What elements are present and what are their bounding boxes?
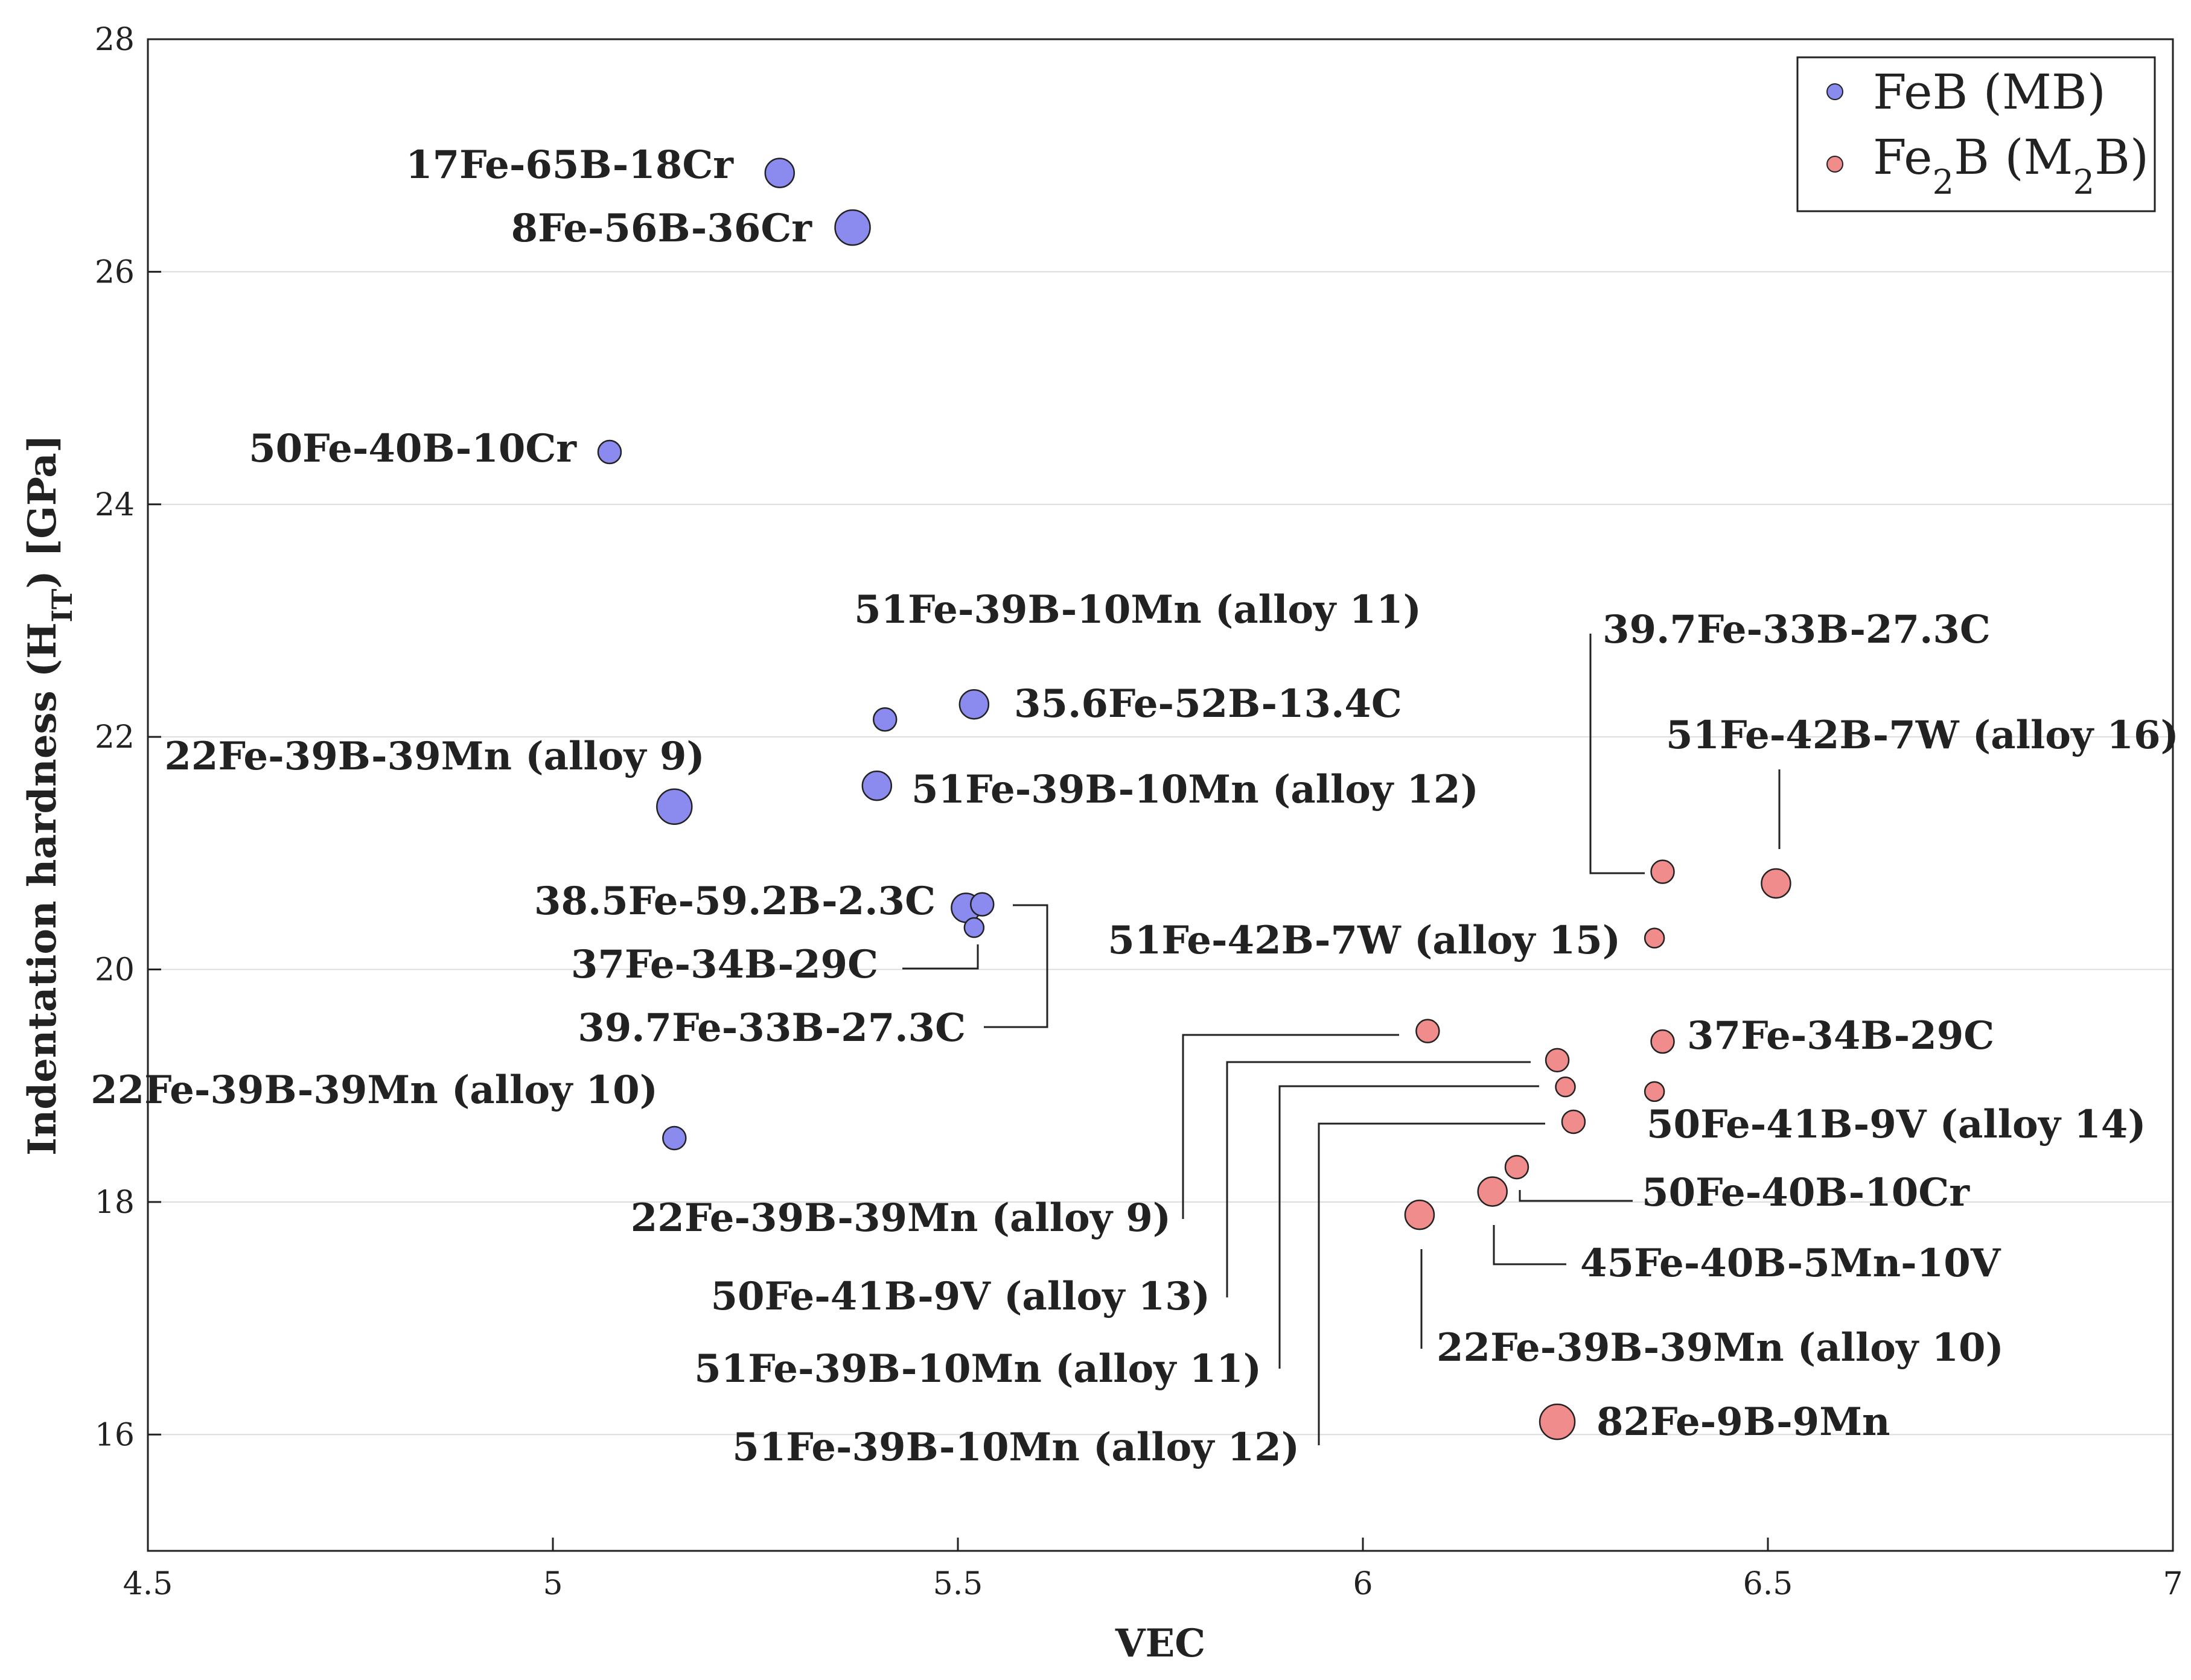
x-tick-label: 6.5 bbox=[1743, 1566, 1793, 1602]
legend-box bbox=[1796, 56, 2156, 212]
leader-line bbox=[1278, 1085, 1539, 1369]
data-label: 45Fe-40B-5Mn-10V bbox=[1580, 1241, 2001, 1286]
leader-line bbox=[1589, 634, 1645, 874]
data-label: 8Fe-56B-36Cr bbox=[511, 206, 813, 251]
x-tick-label: 5 bbox=[543, 1566, 563, 1602]
data-label: 50Fe-41B-9V (alloy 13) bbox=[710, 1274, 1210, 1319]
data-label: 22Fe-39B-39Mn (alloy 10) bbox=[91, 1068, 658, 1113]
data-points bbox=[597, 158, 1791, 1440]
leader-line bbox=[1318, 1122, 1545, 1445]
data-label: 51Fe-39B-10Mn (alloy 11) bbox=[854, 587, 1421, 632]
data-label: 37Fe-34B-29C bbox=[1687, 1013, 1994, 1058]
x-tick-label: 5.5 bbox=[933, 1566, 983, 1602]
data-point bbox=[970, 892, 995, 917]
data-label: 17Fe-65B-18Cr bbox=[406, 142, 734, 188]
legend-label-fe2b: Fe2B (M2B) bbox=[1873, 129, 2149, 202]
leader-line bbox=[1519, 1190, 1633, 1202]
x-axis-title: VEC bbox=[1115, 1621, 1205, 1666]
data-point bbox=[764, 158, 796, 188]
y-tick-label: 24 bbox=[95, 487, 135, 523]
data-label: 51Fe-39B-10Mn (alloy 12) bbox=[911, 767, 1479, 812]
data-point bbox=[656, 788, 693, 826]
data-point bbox=[662, 1125, 687, 1151]
data-point bbox=[1545, 1048, 1570, 1073]
data-label: 35.6Fe-52B-13.4C bbox=[1014, 681, 1402, 727]
y-tick-label: 18 bbox=[95, 1185, 135, 1221]
leader-line bbox=[1493, 1225, 1566, 1265]
x-tick-label: 4.5 bbox=[123, 1566, 173, 1602]
data-label: 22Fe-39B-39Mn (alloy 10) bbox=[1437, 1325, 2004, 1370]
data-label: 50Fe-41B-9V (alloy 14) bbox=[1647, 1102, 2146, 1147]
data-point bbox=[1404, 1199, 1435, 1230]
data-point bbox=[1504, 1154, 1529, 1180]
y-tick-label: 20 bbox=[95, 952, 135, 988]
y-tick-label: 16 bbox=[95, 1417, 135, 1453]
data-point bbox=[597, 439, 622, 465]
leader-line bbox=[1182, 1034, 1399, 1219]
data-label: 50Fe-40B-10Cr bbox=[1642, 1170, 1970, 1215]
data-label: 50Fe-40B-10Cr bbox=[249, 426, 577, 471]
y-tick-label: 22 bbox=[95, 719, 135, 756]
legend: FeB (MB) Fe2B (M2B) bbox=[1796, 56, 2156, 212]
data-label: 22Fe-39B-39Mn (alloy 9) bbox=[631, 1195, 1171, 1241]
leader-line bbox=[1226, 1061, 1531, 1297]
data-label: 39.7Fe-33B-27.3C bbox=[578, 1005, 966, 1051]
data-point bbox=[1561, 1109, 1586, 1134]
data-point bbox=[872, 707, 898, 732]
data-label: 51Fe-39B-10Mn (alloy 11) bbox=[694, 1346, 1261, 1392]
axis-ticks: 16 18 20 22 24 26 28 4.5 5 5.5 6 6.5 7 bbox=[95, 22, 2183, 1602]
y-axis-title: Indentation hardness (HIT) [GPa] bbox=[20, 434, 78, 1156]
data-point bbox=[963, 917, 985, 938]
data-label: 38.5Fe-59.2B-2.3C bbox=[534, 879, 936, 924]
data-point bbox=[958, 689, 990, 720]
y-axis-title-subscript: IT bbox=[46, 589, 78, 623]
data-point bbox=[861, 770, 893, 801]
data-label: 39.7Fe-33B-27.3C bbox=[1603, 607, 1991, 652]
y-axis-title-units: ) [GPa] bbox=[20, 434, 65, 589]
leader-line bbox=[902, 944, 979, 970]
legend-marker-fe2b bbox=[1826, 156, 1843, 173]
y-tick-label: 28 bbox=[95, 22, 135, 58]
data-point bbox=[1644, 1081, 1665, 1102]
y-axis-title-main: Indentation hardness (H bbox=[20, 622, 65, 1156]
data-point bbox=[1650, 859, 1675, 884]
data-label: 51Fe-39B-10Mn (alloy 12) bbox=[732, 1425, 1300, 1470]
data-label: 22Fe-39B-39Mn (alloy 9) bbox=[164, 734, 704, 779]
plot-area bbox=[147, 38, 2174, 1552]
x-tick-label: 7 bbox=[2163, 1566, 2183, 1602]
data-point bbox=[1415, 1019, 1440, 1043]
label-leader-lines bbox=[902, 634, 1781, 1445]
svg-text:Indentation hardness (HIT) [GP: Indentation hardness (HIT) [GPa] bbox=[20, 434, 78, 1156]
data-point bbox=[1761, 868, 1791, 899]
legend-label-feb: FeB (MB) bbox=[1873, 64, 2106, 120]
data-label: 82Fe-9B-9Mn bbox=[1596, 1399, 1890, 1445]
y-tick-label: 26 bbox=[95, 254, 135, 290]
x-tick-label: 6 bbox=[1353, 1566, 1373, 1602]
data-label: 51Fe-42B-7W (alloy 16) bbox=[1666, 713, 2179, 758]
data-point bbox=[1539, 1403, 1576, 1440]
data-point bbox=[1644, 928, 1665, 949]
data-point bbox=[1477, 1176, 1508, 1207]
data-point bbox=[1555, 1076, 1576, 1098]
data-point bbox=[834, 209, 871, 246]
data-label: 37Fe-34B-29C bbox=[571, 942, 878, 987]
data-point bbox=[1650, 1029, 1675, 1054]
legend-marker-feb bbox=[1826, 83, 1843, 100]
data-label: 51Fe-42B-7W (alloy 15) bbox=[1108, 918, 1621, 963]
data-labels: 17Fe-65B-18Cr 8Fe-56B-36Cr 50Fe-40B-10Cr 51… bbox=[91, 142, 2179, 1470]
leader-line bbox=[984, 904, 1048, 1028]
